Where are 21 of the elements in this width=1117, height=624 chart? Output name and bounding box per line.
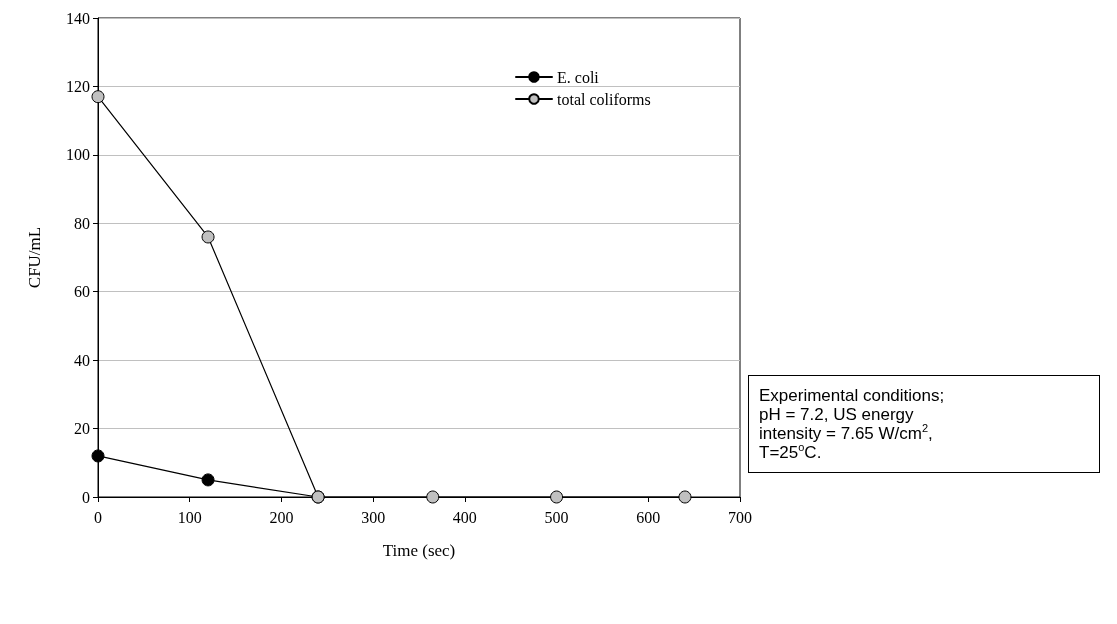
legend-label: E. coli	[557, 68, 600, 86]
x-tick-label: 400	[452, 508, 477, 526]
x-tick-label: 500	[544, 508, 569, 526]
y-tick-label: 40	[74, 351, 90, 369]
x-axis-title: Time (sec)	[382, 541, 456, 560]
y-tick-label: 120	[66, 77, 90, 95]
y-tick-label: 60	[74, 283, 90, 301]
x-tick-label: 200	[269, 508, 294, 526]
y-tick-label: 0	[82, 488, 90, 506]
legend-label: total coliforms	[557, 90, 651, 108]
x-tick-label: 100	[177, 508, 202, 526]
x-tick-label: 0	[94, 508, 102, 526]
y-tick-label: 80	[74, 214, 90, 232]
y-axis-title: CFU/mL	[25, 226, 44, 289]
y-tick-label: 100	[66, 146, 90, 164]
y-tick-label: 20	[74, 420, 90, 438]
text: Experimental conditions; pH = 7.2, US energy intensity = 7.65 W/cm$^{2}$, T=25$^{o}$C.	[759, 386, 945, 462]
x-tick-label: 600	[636, 508, 661, 526]
x-tick-label: 300	[361, 508, 386, 526]
y-tick-label: 140	[66, 9, 90, 27]
x-tick-label: 700	[728, 508, 752, 526]
